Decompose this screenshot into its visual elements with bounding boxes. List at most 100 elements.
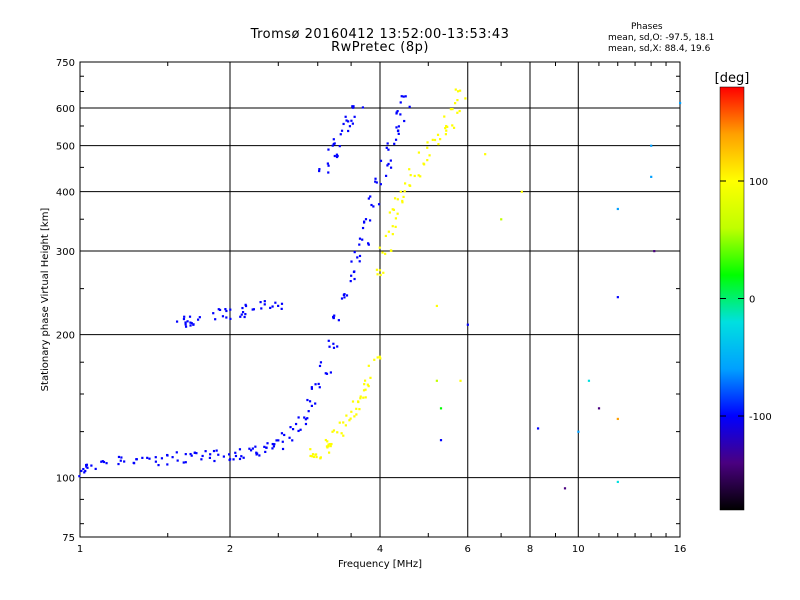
data-point: [332, 138, 335, 141]
data-point: [616, 207, 619, 211]
data-point: [342, 421, 345, 424]
chart-subtitle: RwPretec (8p): [331, 40, 429, 55]
data-point: [353, 277, 356, 281]
data-point: [189, 324, 192, 327]
data-point: [281, 447, 285, 451]
data-point: [146, 456, 149, 459]
data-point: [190, 322, 193, 325]
data-point: [353, 415, 356, 418]
data-point: [175, 451, 178, 454]
data-point: [212, 312, 215, 315]
data-point: [251, 308, 254, 311]
data-point: [439, 407, 443, 410]
data-point: [445, 129, 448, 132]
data-point: [283, 433, 286, 437]
data-point: [403, 182, 407, 185]
data-point: [175, 320, 179, 323]
data-point: [186, 320, 189, 323]
data-point: [240, 313, 243, 316]
data-point: [182, 317, 186, 321]
data-point: [117, 455, 121, 459]
data-point: [387, 230, 390, 233]
data-point: [294, 422, 298, 426]
data-point: [444, 133, 448, 136]
data-point: [393, 142, 396, 145]
data-point: [332, 316, 335, 319]
data-point: [384, 174, 388, 177]
data-point: [382, 271, 385, 274]
data-point: [387, 148, 390, 151]
data-point: [459, 379, 462, 382]
stats-x-mode: mean, sd,X: 88.4, 19.6: [608, 44, 711, 54]
data-point: [378, 246, 381, 249]
data-point: [373, 358, 376, 361]
data-point: [119, 459, 122, 462]
data-point: [310, 404, 313, 408]
data-point: [120, 456, 123, 459]
data-point: [408, 105, 411, 108]
data-point: [251, 447, 254, 450]
data-point: [338, 145, 341, 148]
y-tick-label: 750: [56, 58, 75, 69]
data-point: [244, 304, 248, 308]
data-point: [361, 238, 364, 241]
data-point: [224, 308, 227, 311]
data-point: [362, 396, 365, 399]
data-point: [650, 175, 653, 178]
data-point: [314, 383, 317, 386]
data-point: [280, 432, 284, 435]
data-point: [397, 132, 400, 135]
data-point: [269, 306, 272, 310]
data-point: [392, 208, 396, 211]
data-point: [389, 159, 392, 162]
data-point: [271, 305, 274, 308]
data-point: [256, 452, 259, 455]
x-tick-label: 6: [465, 544, 471, 555]
data-point: [184, 325, 188, 328]
data-point: [241, 311, 245, 314]
data-point: [367, 364, 370, 367]
y-tick-label: 600: [56, 104, 75, 115]
data-point: [577, 430, 580, 433]
data-point: [374, 180, 377, 183]
data-point: [101, 460, 104, 463]
data-point: [331, 430, 334, 433]
data-point: [391, 208, 394, 211]
data-point: [352, 105, 355, 108]
data-point: [367, 197, 370, 200]
data-point: [273, 443, 276, 446]
data-point: [193, 451, 196, 454]
data-point: [395, 111, 398, 114]
data-point: [367, 385, 370, 388]
data-point: [436, 133, 440, 136]
data-point: [616, 296, 619, 299]
data-point: [350, 274, 353, 277]
data-point: [653, 250, 656, 253]
data-point: [248, 447, 251, 450]
data-point: [353, 270, 356, 273]
data-point: [362, 389, 366, 392]
data-point: [314, 402, 317, 405]
data-point: [102, 460, 106, 464]
data-point: [563, 487, 567, 490]
data-point: [358, 243, 361, 246]
data-point: [387, 162, 390, 166]
data-point: [291, 439, 294, 442]
data-point: [437, 143, 440, 146]
data-point: [340, 129, 344, 132]
data-point: [456, 90, 460, 93]
data-point: [439, 439, 443, 442]
data-point: [364, 218, 368, 221]
data-point: [358, 260, 361, 263]
data-point: [378, 355, 381, 358]
data-point: [358, 408, 361, 411]
data-point: [238, 448, 242, 451]
data-point: [184, 321, 187, 324]
data-point: [345, 414, 348, 417]
data-point: [80, 469, 83, 473]
data-point: [377, 203, 381, 206]
data-point: [339, 133, 342, 136]
data-point: [195, 452, 198, 455]
data-point: [227, 453, 231, 456]
data-point: [404, 95, 407, 98]
